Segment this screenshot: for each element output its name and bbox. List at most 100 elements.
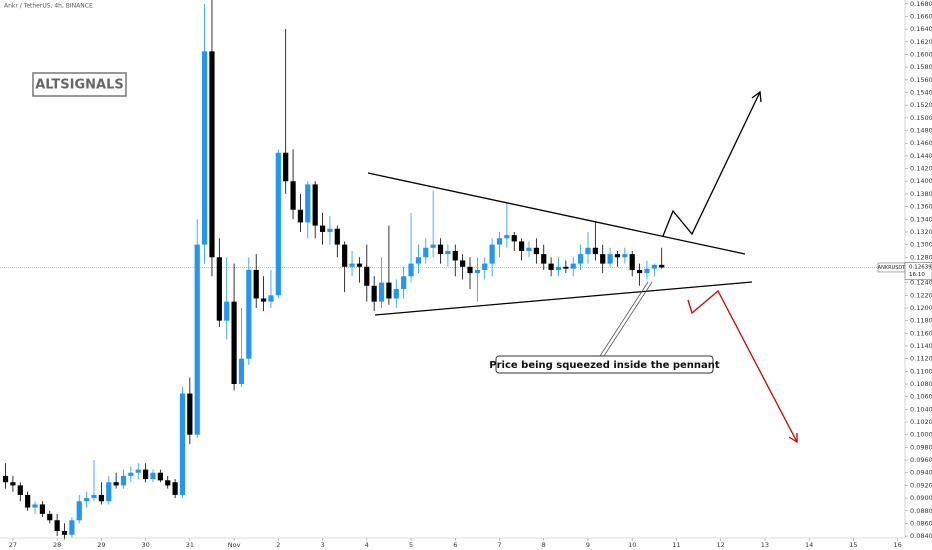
callout-line <box>599 281 649 357</box>
x-tick-label: 16 <box>893 541 901 549</box>
x-tick-label: 6 <box>453 541 457 549</box>
x-tick-label: 9 <box>586 541 590 549</box>
candle-body <box>452 250 458 261</box>
x-tick-label: 13 <box>761 541 769 549</box>
candle-body <box>342 244 348 267</box>
candle-body <box>10 482 16 486</box>
bull-arrowhead <box>751 90 762 103</box>
candle-body <box>526 247 532 251</box>
candle-body <box>283 152 289 182</box>
candle-body <box>305 184 311 223</box>
candle-body <box>467 266 473 274</box>
price-box <box>904 262 932 280</box>
x-tick-label: 30 <box>141 541 149 549</box>
candle-body <box>555 266 562 270</box>
candle-body <box>460 260 466 267</box>
symbol-label: ANKRUSDT <box>878 265 907 271</box>
candle-body <box>570 263 576 269</box>
x-tick-label: 27 <box>9 541 17 549</box>
candle-body <box>578 254 584 264</box>
candle-body <box>622 254 628 258</box>
x-tick-label: 29 <box>97 541 105 549</box>
candle-body <box>2 475 9 483</box>
candle-body <box>231 301 237 385</box>
candle-body <box>585 247 591 255</box>
candle-body <box>496 238 503 245</box>
candle-body <box>386 282 392 299</box>
candle-body <box>415 257 422 264</box>
candle-body <box>128 472 134 476</box>
candle-body <box>364 266 370 286</box>
candle-body <box>393 288 399 299</box>
callout-line <box>603 281 653 357</box>
candle-body <box>165 480 171 486</box>
candle-body <box>113 482 119 486</box>
candle-body <box>378 282 385 302</box>
candle-body <box>614 254 621 258</box>
candle-body <box>482 263 488 270</box>
pennant-lower <box>374 281 753 316</box>
watermark: ALTSIGNALS <box>35 78 124 93</box>
candle-body <box>150 472 156 480</box>
candle-body <box>179 393 186 495</box>
candle-body <box>644 268 650 274</box>
candle-body <box>445 250 451 255</box>
x-tick-label: 5 <box>409 541 413 549</box>
bear-arrowhead <box>788 433 798 444</box>
candle-body <box>61 531 68 535</box>
x-tick-label: 8 <box>542 541 546 549</box>
candle-body <box>474 269 480 274</box>
candle-body <box>98 494 104 502</box>
candle-body <box>246 269 252 359</box>
candle-body <box>356 263 363 267</box>
candle-body <box>47 513 53 521</box>
y-tick-label: 0.16800 <box>910 0 932 8</box>
candle-body <box>437 244 444 255</box>
candle-body <box>297 209 304 223</box>
drawings <box>367 90 798 444</box>
candle-body <box>290 181 296 210</box>
x-tick-label: 15 <box>849 541 857 549</box>
x-tick-label: 31 <box>186 541 194 549</box>
candle-body <box>194 244 200 435</box>
candle-body <box>25 494 31 508</box>
x-tick-label: Nov <box>228 541 241 549</box>
candle-body <box>39 504 45 514</box>
candle-body <box>659 264 665 268</box>
candle-body <box>401 276 407 289</box>
x-tick-label: 28 <box>53 541 61 549</box>
candle-body <box>84 498 90 502</box>
candle-body <box>548 263 554 270</box>
candle-body <box>201 51 208 245</box>
candle-body <box>275 152 281 296</box>
candle-body <box>209 51 215 258</box>
candle-body <box>651 264 657 269</box>
x-tick-label: 4 <box>365 541 369 549</box>
candle-body <box>238 358 245 385</box>
